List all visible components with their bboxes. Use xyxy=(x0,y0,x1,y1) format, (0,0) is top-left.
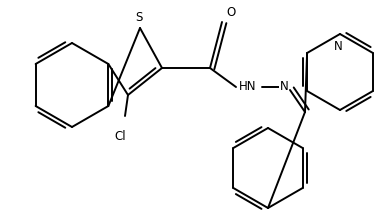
Text: HN: HN xyxy=(239,79,257,93)
Text: Cl: Cl xyxy=(114,130,126,143)
Text: O: O xyxy=(226,6,235,19)
Text: N: N xyxy=(334,40,342,53)
Text: N: N xyxy=(280,79,288,93)
Text: S: S xyxy=(135,11,142,24)
